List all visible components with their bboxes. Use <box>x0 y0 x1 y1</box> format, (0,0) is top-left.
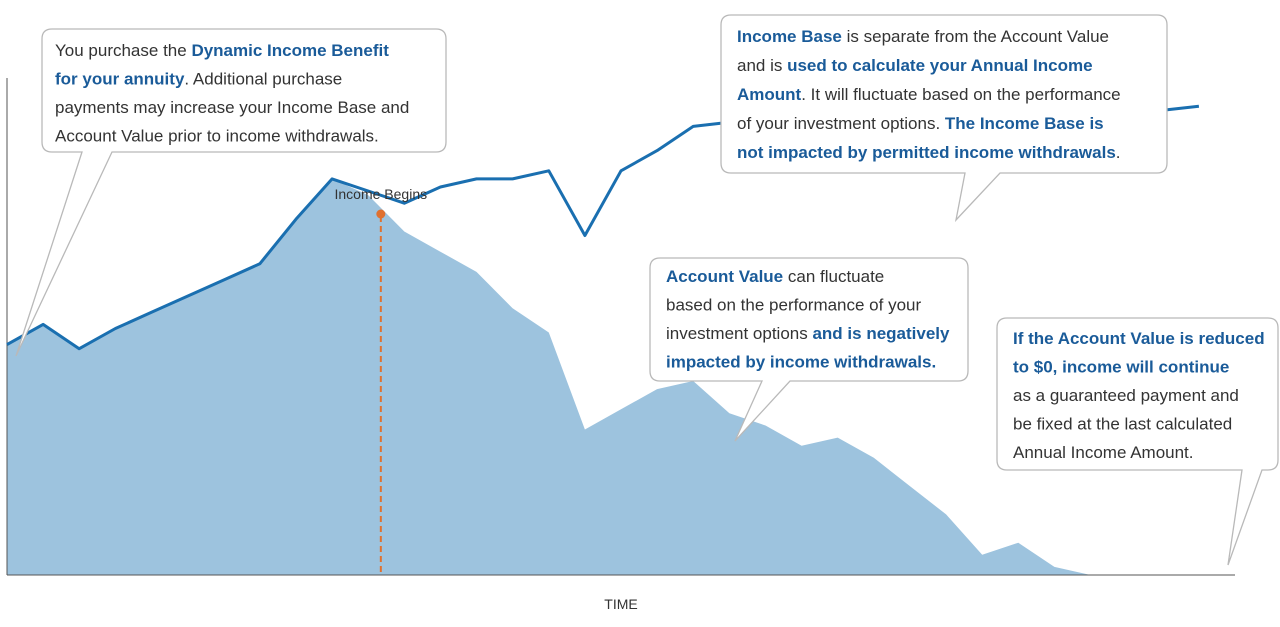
callout-account-value-bubble <box>649 257 969 442</box>
callout-segment: based on the performance of your <box>666 296 921 315</box>
callout-highlight: Amount <box>737 85 802 104</box>
callout-line: Account Value can fluctuate <box>666 267 884 286</box>
callout-segment: payments may increase your Income Base a… <box>55 98 409 117</box>
callout-purchase: You purchase the Dynamic Income Benefit f… <box>15 28 447 357</box>
callout-reduced-bubble <box>996 317 1279 566</box>
callout-reduced: If the Account Value is reduced to $0, in… <box>996 317 1279 566</box>
callout-account-value: Account Value can fluctuate based on the … <box>649 257 969 442</box>
callout-account-value-text: Account Value can fluctuate based on the … <box>666 267 950 372</box>
callout-highlight: and is negatively <box>812 324 950 343</box>
axes <box>6 78 1235 576</box>
callout-highlight: Account Value <box>666 267 783 286</box>
account-value-area <box>7 178 1091 575</box>
callout-line: You purchase the Dynamic Income Benefit <box>55 41 389 60</box>
callout-line: investment options and is negatively <box>666 324 950 343</box>
callout-segment: Account Value prior to income withdrawal… <box>55 127 379 146</box>
callout-purchase-bubble <box>15 28 447 357</box>
callout-highlight: The Income Base is <box>945 114 1104 133</box>
account-value-area-layer <box>7 178 1091 575</box>
callout-line: based on the performance of your <box>666 296 921 315</box>
callout-income-base: Income Base is separate from the Account… <box>720 14 1168 223</box>
callout-highlight: to $0, income will continue <box>1013 358 1229 377</box>
callout-segment: Annual Income Amount. <box>1013 443 1194 462</box>
callout-line: be fixed at the last calculated <box>1013 415 1232 434</box>
callout-highlight: Income Base <box>737 27 842 46</box>
callout-line: impacted by income withdrawals. <box>666 353 936 372</box>
callout-segment: . <box>1116 143 1121 162</box>
income-begins-marker: Income Begins <box>335 186 428 575</box>
callout-line: Annual Income Amount. <box>1013 443 1194 462</box>
callout-line: payments may increase your Income Base a… <box>55 98 409 117</box>
callout-highlight: Dynamic Income Benefit <box>191 41 389 60</box>
callout-segment: You purchase the <box>55 41 191 60</box>
callout-line: Account Value prior to income withdrawal… <box>55 127 379 146</box>
callout-segment: . It will fluctuate based on the perform… <box>801 85 1120 104</box>
callout-line: to $0, income will continue <box>1013 358 1229 377</box>
callout-line: Amount. It will fluctuate based on the p… <box>737 85 1121 104</box>
callout-line: not impacted by permitted income withdra… <box>737 143 1121 162</box>
callout-highlight: for your annuity <box>55 70 185 89</box>
callout-highlight: impacted by income withdrawals. <box>666 353 936 372</box>
x-axis-label: TIME <box>604 596 637 612</box>
callout-highlight: not impacted by permitted income withdra… <box>737 143 1116 162</box>
callout-segment: . Additional purchase <box>184 70 342 89</box>
callout-highlight: used to calculate your Annual Income <box>787 56 1092 75</box>
callout-line: Income Base is separate from the Account… <box>737 27 1109 46</box>
callout-segment: be fixed at the last calculated <box>1013 415 1232 434</box>
callout-segment: of your investment options. <box>737 114 945 133</box>
callout-line: for your annuity. Additional purchase <box>55 70 342 89</box>
callout-segment: as a guaranteed payment and <box>1013 386 1239 405</box>
callout-line: and is used to calculate your Annual Inc… <box>737 56 1093 75</box>
callout-segment: can fluctuate <box>783 267 884 286</box>
callout-segment: is separate from the Account Value <box>842 27 1109 46</box>
callout-purchase-text: You purchase the Dynamic Income Benefit f… <box>55 41 409 146</box>
callout-line: If the Account Value is reduced <box>1013 329 1265 348</box>
income-begins-dot <box>376 209 386 219</box>
callout-highlight: If the Account Value is reduced <box>1013 329 1265 348</box>
callout-reduced-text: If the Account Value is reduced to $0, in… <box>1013 329 1265 462</box>
callout-line: of your investment options. The Income B… <box>737 114 1104 133</box>
callout-line: as a guaranteed payment and <box>1013 386 1239 405</box>
income-begins-label: Income Begins <box>335 186 428 202</box>
callout-income-base-bubble <box>720 14 1168 223</box>
callout-income-base-text: Income Base is separate from the Account… <box>737 27 1121 162</box>
callout-segment: investment options <box>666 324 812 343</box>
callout-segment: and is <box>737 56 787 75</box>
